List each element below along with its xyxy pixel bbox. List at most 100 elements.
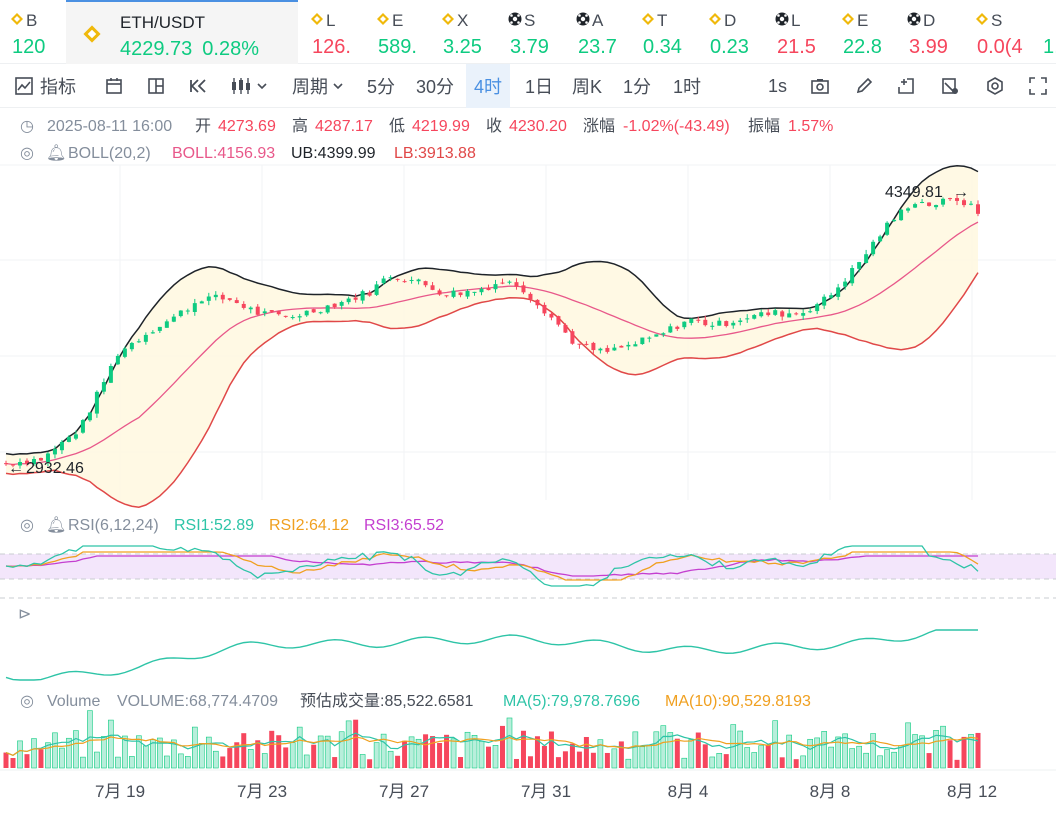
volume-bar	[576, 751, 582, 768]
candle-body	[717, 320, 722, 326]
volume-bar	[324, 735, 331, 769]
candle-body	[360, 291, 365, 301]
volume-bar	[430, 736, 436, 768]
ticker-item[interactable]: X 3.25	[442, 0, 495, 64]
volume-bar	[842, 733, 848, 769]
fullscreen-button[interactable]	[1028, 64, 1048, 108]
replay-button[interactable]	[188, 64, 210, 108]
interval-1w[interactable]: 周K	[572, 77, 603, 97]
collapse-icon[interactable]: ◎	[20, 517, 34, 534]
candle-body	[521, 285, 526, 293]
volume-bar	[968, 734, 974, 769]
ticker-item[interactable]: T 0.34	[642, 0, 697, 64]
ticker-item[interactable]: A 23.7	[576, 0, 630, 64]
interval-1d[interactable]: 1日	[525, 77, 554, 97]
ticker-item[interactable]: S 3.79	[508, 0, 564, 64]
ticker-symbol: E	[392, 11, 404, 30]
volume-bar	[975, 732, 981, 768]
ticker-item[interactable]: L 21.5	[775, 0, 829, 64]
volume-bar	[171, 739, 177, 769]
volume-bar	[198, 743, 205, 769]
x-axis-tick-label: 8月 4	[668, 782, 709, 801]
interval-30m[interactable]: 30分	[416, 77, 455, 97]
volume-bar	[940, 725, 946, 769]
candle-body	[661, 333, 666, 335]
ticker-item-active[interactable]: ETH/USDT 4229.73 0.28%	[66, 0, 298, 64]
candle-body	[185, 310, 190, 312]
interval-1h[interactable]: 1时	[673, 77, 702, 97]
x-axis-tick-label: 8月 12	[947, 782, 997, 801]
clear-drawing-button[interactable]	[940, 64, 960, 108]
candle-body	[129, 342, 134, 350]
volume-bar	[115, 756, 121, 769]
price-chart[interactable]: ◷ 2025-08-11 16:00 开 4273.69 高 4287.17 低…	[0, 108, 1056, 816]
candle-body	[374, 284, 379, 295]
ticker-item[interactable]: E 589.	[377, 0, 428, 64]
volume-bar	[353, 719, 359, 768]
draw-button[interactable]	[854, 64, 874, 108]
ticker-symbol: ETH/USDT	[120, 13, 205, 32]
volume-bar	[912, 734, 918, 769]
alert-bell-icon[interactable]: 🔔︎	[46, 144, 66, 162]
interval-4h[interactable]: 4时	[466, 64, 511, 108]
ticker-item[interactable]: E 22.8	[842, 0, 895, 64]
collapse-icon[interactable]: ◎	[20, 693, 34, 710]
add-drawing-button[interactable]	[896, 64, 916, 108]
candle-body	[486, 287, 491, 291]
candle-body	[871, 241, 876, 255]
candle-body	[444, 295, 449, 297]
volume-name: Volume	[47, 693, 100, 710]
volume-bar	[157, 737, 163, 769]
interval-5m[interactable]: 5分	[367, 77, 396, 97]
candle-body	[857, 262, 862, 269]
candle-body	[689, 318, 694, 323]
layout-button[interactable]	[146, 64, 166, 108]
bnb-icon	[442, 13, 454, 25]
refresh-interval[interactable]: 1s	[768, 75, 788, 96]
candle-body	[325, 305, 330, 313]
ticker-item[interactable]: D 3.99	[907, 0, 965, 64]
ticker-price: 589.	[378, 36, 417, 58]
candle-body	[192, 303, 197, 312]
ticker-symbol: X	[457, 11, 469, 30]
volume-bar	[891, 751, 897, 769]
indicators-button[interactable]: 指标	[14, 64, 76, 108]
volume-bar	[520, 730, 526, 768]
screenshot-button[interactable]	[810, 64, 830, 108]
indicator-icon	[15, 77, 33, 95]
interval-1m[interactable]: 1分	[623, 77, 652, 97]
min-arrow: ←	[8, 460, 24, 477]
volume-bar	[395, 755, 401, 768]
ticker-item[interactable]: B 120	[11, 0, 60, 64]
x-axis-tick-label: 7月 19	[95, 782, 145, 801]
volume-bar	[758, 745, 765, 769]
ticker-item[interactable]: L 126.	[311, 0, 364, 64]
chart-labels: ◷ 2025-08-11 16:00 开 4273.69 高 4287.17 低…	[8, 117, 969, 710]
candle-body	[4, 463, 8, 465]
volume-bar	[311, 744, 317, 768]
rsi2-line	[5, 551, 979, 581]
settings-button[interactable]	[985, 64, 1005, 108]
chart-type-button[interactable]	[230, 64, 268, 108]
candle-body	[262, 311, 267, 314]
ticker-change: 0.28%	[202, 38, 260, 60]
volume-bar	[870, 733, 876, 769]
volume-bar	[583, 736, 589, 768]
period-dropdown[interactable]: 周期	[292, 64, 344, 108]
candle-body	[318, 312, 323, 314]
candle-body	[724, 321, 729, 326]
collapse-icon[interactable]: ◎	[20, 145, 34, 162]
calendar-button[interactable]	[104, 64, 124, 108]
candle-body	[269, 310, 274, 312]
expand-icon[interactable]: ⊳	[18, 606, 31, 623]
alert-bell-icon[interactable]: 🔔︎	[46, 516, 66, 534]
ticker-item[interactable]: D 0.23	[709, 0, 762, 64]
ticker-item[interactable]: 1.	[1043, 0, 1056, 64]
volume-bar	[450, 738, 457, 769]
candle-body	[150, 332, 155, 334]
volume-bar	[667, 732, 674, 769]
volume-bar	[926, 753, 932, 768]
candle-body	[108, 366, 113, 383]
ticker-item[interactable]: S 0.0(4	[976, 0, 1029, 64]
volume-bar	[205, 736, 212, 769]
